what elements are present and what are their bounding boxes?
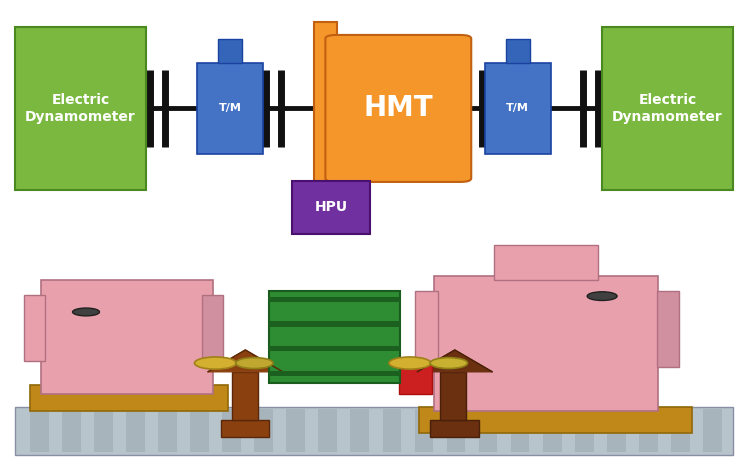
Bar [269, 346, 400, 352]
Bar [671, 409, 690, 453]
Bar [543, 409, 562, 453]
Bar [218, 39, 242, 62]
Bar [415, 291, 438, 367]
Bar [419, 407, 692, 433]
Text: HPU: HPU [314, 200, 348, 214]
Bar [221, 420, 269, 437]
Bar [269, 321, 400, 327]
Bar [158, 409, 177, 453]
Bar [319, 409, 337, 453]
Bar [440, 372, 466, 420]
Bar [62, 409, 81, 453]
Bar [269, 297, 400, 302]
Bar [24, 296, 45, 361]
Bar [494, 245, 598, 280]
Bar [15, 27, 146, 190]
Circle shape [73, 308, 99, 316]
Circle shape [389, 357, 431, 369]
Circle shape [587, 292, 617, 301]
Text: Electric
Dynamometer: Electric Dynamometer [25, 93, 136, 123]
Bar [351, 409, 370, 453]
Bar [190, 409, 209, 453]
Bar [657, 291, 679, 367]
Bar [575, 409, 594, 453]
Polygon shape [208, 350, 283, 372]
Bar [485, 62, 551, 154]
Bar [126, 409, 145, 453]
Circle shape [194, 357, 236, 369]
Bar [607, 409, 625, 453]
Bar [414, 409, 433, 453]
Bar [602, 27, 733, 190]
Bar [94, 409, 113, 453]
Polygon shape [417, 350, 492, 372]
Bar [41, 280, 213, 394]
Circle shape [236, 358, 273, 369]
Bar [197, 62, 263, 154]
Bar [30, 409, 49, 453]
Bar [511, 409, 530, 453]
Bar [292, 181, 370, 234]
Bar [703, 409, 722, 453]
Text: T/M: T/M [219, 103, 242, 113]
Bar [314, 22, 337, 195]
Bar [269, 371, 400, 376]
Bar [286, 409, 305, 453]
Bar [232, 372, 258, 420]
Circle shape [430, 358, 468, 369]
Bar [222, 409, 241, 453]
Bar [269, 291, 400, 383]
Bar [447, 409, 465, 453]
Bar [254, 409, 273, 453]
Text: T/M: T/M [506, 103, 529, 113]
Bar [202, 296, 223, 361]
Text: Electric
Dynamometer: Electric Dynamometer [612, 93, 723, 123]
Text: HMT: HMT [364, 95, 433, 123]
Bar [382, 409, 401, 453]
Bar [479, 409, 497, 453]
Bar [399, 363, 432, 394]
Bar [15, 407, 733, 454]
Bar [506, 39, 530, 62]
Bar [430, 420, 479, 437]
FancyBboxPatch shape [325, 35, 471, 182]
Bar [434, 276, 658, 411]
Bar [30, 385, 228, 411]
Bar [639, 409, 657, 453]
